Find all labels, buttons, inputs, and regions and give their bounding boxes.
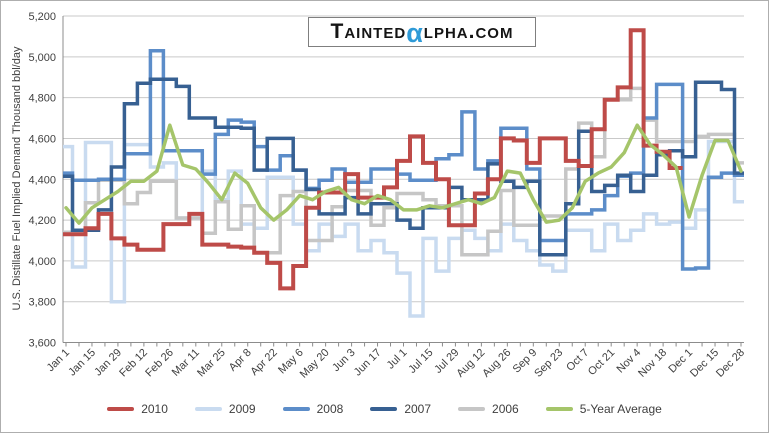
series-line-2008 [63, 48, 744, 271]
legend-swatch [545, 407, 573, 411]
logo-alpha-glyph: α [406, 18, 424, 48]
legend-item-2009: 2009 [194, 402, 256, 416]
y-tick-label: 4,600 [28, 133, 56, 145]
legend-item-2007: 2007 [370, 402, 431, 416]
x-tick-label: May 20 [298, 347, 332, 381]
legend-label: 2009 [228, 402, 256, 416]
y-tick-label: 4,000 [28, 256, 56, 268]
legend-swatch [370, 407, 398, 411]
site-logo: Tainted α lpha.com [308, 17, 536, 47]
legend-item-5-year-average: 5-Year Average [545, 402, 662, 416]
legend-label: 5-Year Average [579, 402, 662, 416]
x-tick-label: Aug 26 [480, 347, 513, 380]
x-tick-label: Jun 17 [352, 347, 384, 379]
x-tick-label: Feb 12 [117, 347, 150, 380]
x-tick-label: Sep 23 [532, 347, 565, 380]
series-line-2007 [63, 77, 744, 257]
series-line-5-year-average [64, 123, 743, 225]
y-tick-label: 3,800 [28, 297, 56, 309]
x-tick-label: Jul 15 [406, 347, 435, 376]
y-tick-label: 5,200 [28, 11, 56, 23]
legend-label: 2007 [404, 402, 432, 416]
legend-swatch [458, 407, 486, 411]
x-tick-label: Oct 21 [586, 347, 617, 378]
y-tick-label: 4,200 [28, 215, 56, 227]
legend-swatch [282, 407, 310, 411]
logo-text-suffix: lpha.com [423, 20, 514, 43]
y-tick-label: 5,000 [28, 52, 56, 64]
logo-text-prefix: Tainted [330, 20, 407, 43]
series-line-2010 [63, 28, 683, 291]
legend-swatch [107, 407, 135, 411]
legend-label: 2006 [492, 402, 519, 416]
legend-item-2008: 2008 [282, 402, 344, 416]
y-tick-label: 4,800 [28, 93, 56, 105]
x-tick-label: Dec 28 [714, 347, 747, 380]
series-line-2006 [63, 86, 744, 257]
y-tick-label: 3,600 [28, 338, 56, 350]
legend-label: 2008 [316, 402, 344, 416]
legend-item-2006: 2006 [458, 402, 519, 416]
y-tick-label: 4,400 [28, 174, 56, 186]
legend-label: 2010 [141, 402, 168, 416]
legend-swatch [194, 407, 222, 411]
x-tick-label: Apr 22 [248, 347, 279, 378]
chart-legend: 2010 2009 2008 2007 2006 5-Year Average [1, 402, 768, 416]
x-tick-label: Jan 15 [66, 347, 98, 379]
x-tick-label: Nov 18 [636, 347, 669, 380]
legend-item-2010: 2010 [107, 402, 168, 416]
x-tick-label: Mar 25 [195, 347, 228, 380]
x-tick-label: Feb 26 [143, 347, 176, 380]
